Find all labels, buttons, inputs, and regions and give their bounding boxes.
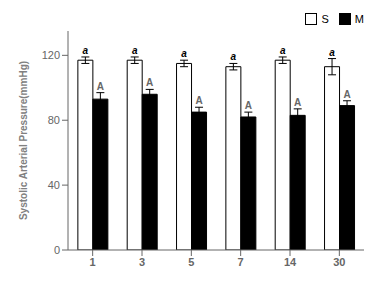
svg-text:a: a [132, 45, 138, 56]
html-text:S: S [321, 13, 329, 25]
svg-text:a: a [231, 51, 237, 62]
svg-text:14: 14 [284, 256, 297, 268]
svg-text:A: A [195, 95, 202, 106]
svg-text:3: 3 [139, 256, 145, 268]
svg-text:7: 7 [238, 256, 244, 268]
svg-text:40: 40 [48, 179, 60, 191]
svg-text:a: a [329, 47, 335, 58]
svg-text:A: A [245, 100, 252, 111]
svg-text:A: A [146, 77, 153, 88]
svg-text:5: 5 [188, 256, 194, 268]
svg-text:A: A [97, 81, 104, 92]
svg-text:A: A [343, 89, 350, 100]
svg-text:30: 30 [333, 256, 345, 268]
svg-text:1: 1 [90, 256, 96, 268]
svg-text:80: 80 [48, 114, 60, 126]
svg-text:0: 0 [54, 244, 60, 256]
svg-text:a: a [280, 45, 286, 56]
svg-text:Systolic Arterial Pressure(mmH: Systolic Arterial Pressure(mmHg) [18, 61, 29, 220]
svg-text:a: a [181, 48, 187, 59]
svg-text:a: a [83, 45, 89, 56]
svg-text:120: 120 [42, 49, 60, 61]
html-text:M: M [354, 13, 364, 25]
svg-text:A: A [294, 97, 301, 108]
